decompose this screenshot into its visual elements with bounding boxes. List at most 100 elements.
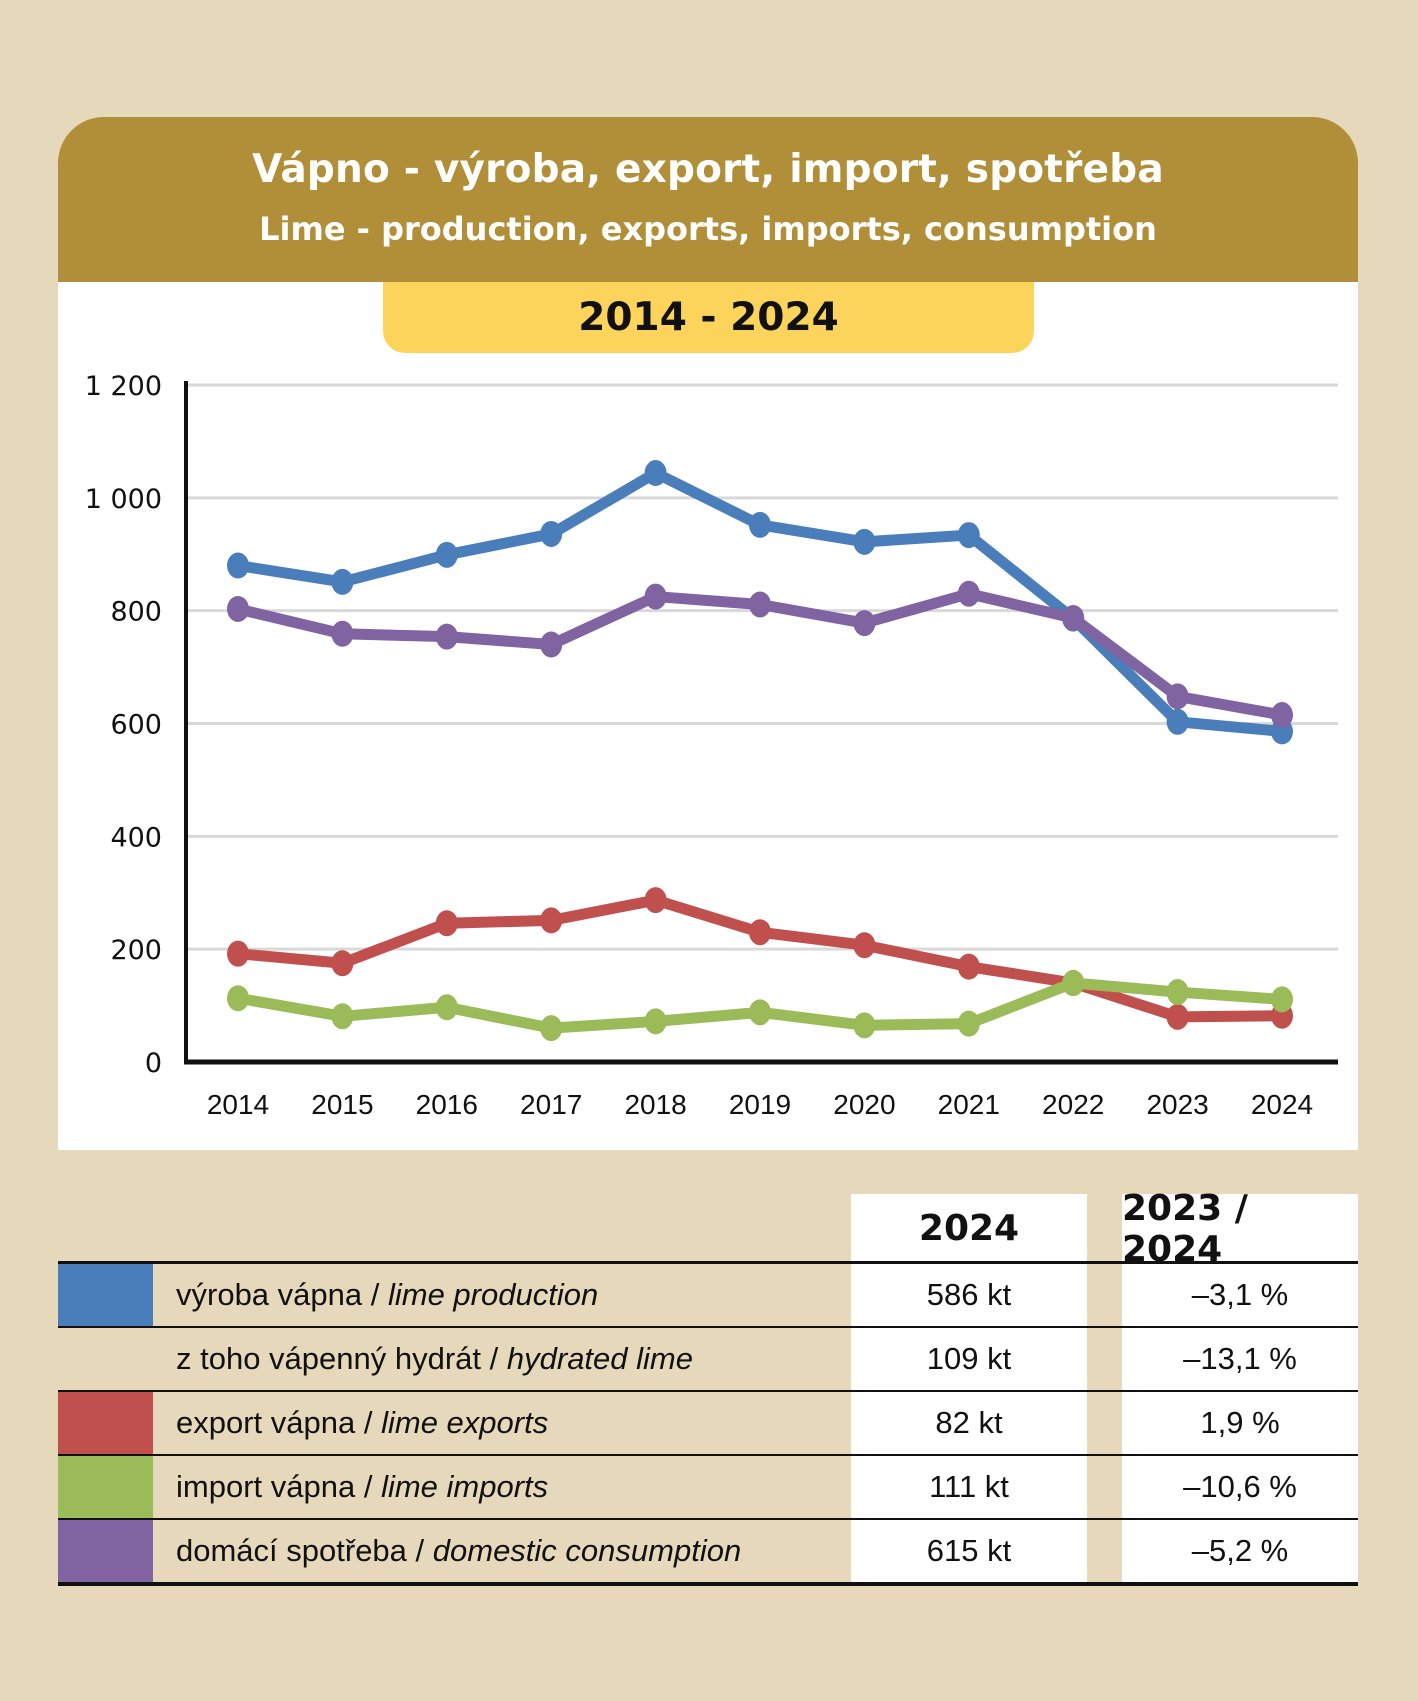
data-point: [957, 1010, 980, 1037]
data-point: [644, 583, 667, 610]
data-point: [1166, 683, 1189, 710]
data-point: [1166, 1003, 1189, 1030]
x-axis-ticks: 2014 2015 2016 2017 2018 2019 2020 2021 2022 2023…: [207, 1089, 1313, 1120]
table-row: z toho vápenný hydrát / hydrated lime 10…: [58, 1328, 1358, 1392]
x-tick-label: 2014: [207, 1089, 269, 1120]
label-english: hydrated lime: [506, 1341, 693, 1376]
data-point: [1271, 702, 1293, 729]
data-point: [1271, 986, 1293, 1013]
label-czech: výroba vápna /: [176, 1277, 380, 1312]
x-tick-label: 2019: [729, 1089, 791, 1120]
y-tick-label: 1 000: [85, 484, 162, 515]
data-point: [540, 520, 563, 547]
legend-swatch-consumption: [58, 1520, 153, 1582]
legend-swatch-imports: [58, 1456, 153, 1518]
value-cell: 615 kt: [851, 1520, 1087, 1582]
y-tick-label: 800: [110, 597, 162, 628]
x-tick-label: 2015: [311, 1089, 373, 1120]
label-czech: export vápna /: [176, 1405, 373, 1440]
data-point: [1062, 970, 1085, 997]
column-header-2024: 2024: [851, 1194, 1087, 1263]
data-point: [749, 919, 771, 946]
value-cell: 109 kt: [851, 1328, 1087, 1390]
series-line: [237, 894, 1283, 1023]
data-point: [227, 985, 249, 1012]
label-english: lime imports: [381, 1469, 549, 1504]
y-tick-label: 1 200: [85, 371, 162, 402]
x-tick-label: 2017: [520, 1089, 582, 1120]
value-cell: 111 kt: [851, 1456, 1087, 1518]
x-tick-label: 2021: [938, 1089, 1000, 1120]
data-point: [1166, 708, 1189, 735]
row-label: domácí spotřeba / domestic consumption: [176, 1520, 741, 1582]
x-tick-label: 2018: [624, 1089, 686, 1120]
data-point: [331, 620, 354, 647]
change-cell: –5,2 %: [1122, 1520, 1358, 1582]
legend-swatch-production: [58, 1264, 153, 1326]
table-row: domácí spotřeba / domestic consumption 6…: [58, 1520, 1358, 1582]
series-domestic-consumption: [227, 580, 1293, 729]
line-chart: 0 200 400 600 800 1 000 1 200 2014 2015 2016 2017…: [85, 371, 1338, 1120]
data-point: [1062, 605, 1085, 632]
data-point: [749, 591, 771, 618]
label-english: lime exports: [381, 1405, 549, 1440]
value-cell: 82 kt: [851, 1392, 1087, 1454]
label-english: lime production: [387, 1277, 599, 1312]
data-point: [227, 595, 249, 622]
x-tick-label: 2024: [1251, 1089, 1313, 1120]
data-point: [853, 1012, 876, 1039]
data-point: [957, 580, 980, 607]
row-label: export vápna / lime exports: [176, 1392, 548, 1454]
data-point: [331, 950, 354, 977]
data-point: [1166, 979, 1189, 1006]
label-czech: domácí spotřeba /: [176, 1533, 425, 1568]
x-tick-label: 2023: [1146, 1089, 1208, 1120]
series-lime-imports: [227, 970, 1293, 1042]
data-point: [435, 623, 458, 650]
data-point: [227, 552, 249, 579]
data-point: [540, 631, 563, 658]
x-tick-label: 2020: [833, 1089, 895, 1120]
row-label: z toho vápenný hydrát / hydrated lime: [176, 1328, 693, 1390]
data-point: [227, 940, 249, 967]
data-point: [749, 511, 771, 538]
data-point: [435, 910, 458, 937]
row-label: výroba vápna / lime production: [176, 1264, 598, 1326]
data-point: [853, 932, 876, 959]
period-badge: 2014 - 2024: [383, 282, 1034, 353]
data-point: [749, 999, 771, 1026]
data-point: [540, 1015, 563, 1042]
y-tick-label: 0: [145, 1048, 162, 1079]
label-english: domestic consumption: [432, 1533, 742, 1568]
title-czech: Vápno - výroba, export, import, spotřeba: [252, 147, 1164, 192]
column-header-change: 2023 / 2024: [1122, 1188, 1358, 1270]
label-czech: z toho vápenný hydrát /: [176, 1341, 499, 1376]
legend-swatch-exports: [58, 1392, 153, 1454]
x-tick-label: 2022: [1042, 1089, 1104, 1120]
table-row: export vápna / lime exports 82 kt 1,9 %: [58, 1392, 1358, 1456]
table-row: import vápna / lime imports 111 kt –10,6…: [58, 1456, 1358, 1520]
change-cell: –3,1 %: [1122, 1264, 1358, 1326]
chart-header: Vápno - výroba, export, import, spotřeba…: [58, 117, 1358, 282]
table-row: výroba vápna / lime production 586 kt –3…: [58, 1264, 1358, 1328]
data-point: [853, 610, 876, 637]
x-tick-label: 2016: [416, 1089, 478, 1120]
row-label: import vápna / lime imports: [176, 1456, 548, 1518]
data-point: [644, 887, 667, 914]
title-english: Lime - production, exports, imports, con…: [259, 210, 1157, 248]
data-point: [331, 1003, 354, 1030]
y-tick-label: 200: [110, 935, 162, 966]
data-point: [331, 568, 354, 595]
y-axis-ticks: 0 200 400 600 800 1 000 1 200: [85, 371, 162, 1079]
change-cell: 1,9 %: [1122, 1392, 1358, 1454]
change-cell: –10,6 %: [1122, 1456, 1358, 1518]
data-point: [540, 907, 563, 934]
summary-table: výroba vápna / lime production 586 kt –3…: [58, 1261, 1358, 1586]
data-point: [435, 541, 458, 568]
data-point: [644, 1008, 667, 1035]
change-cell: –13,1 %: [1122, 1328, 1358, 1390]
label-czech: import vápna /: [176, 1469, 373, 1504]
series-lines: [227, 460, 1293, 1042]
data-point: [957, 522, 980, 549]
data-point: [435, 994, 458, 1021]
